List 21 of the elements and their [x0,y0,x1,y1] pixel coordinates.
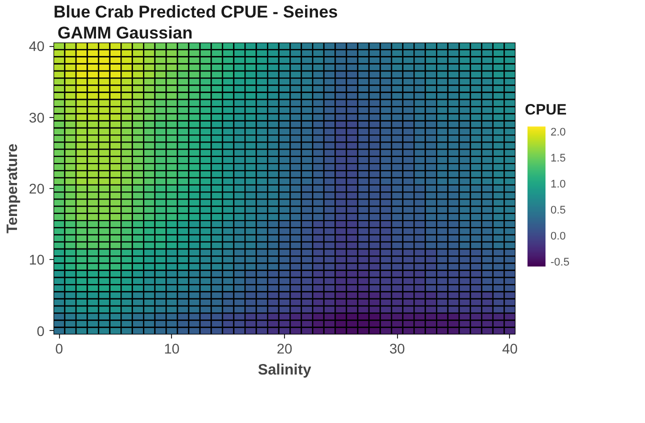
color-bar-label: 1.5 [550,152,566,165]
y-tick-label: 40 [28,38,45,54]
chart-subtitle: GAMM Gaussian [58,24,193,42]
color-bar-label: 0.0 [550,230,566,242]
chart-title: Blue Crab Predicted CPUE - Seines [54,2,338,22]
color-bar-label: -0.5 [550,256,570,268]
x-tick-label: 20 [276,340,292,356]
color-bar-label: 0.5 [550,204,566,216]
y-axis-title: Temperature [4,144,21,234]
color-bar-label: 1.0 [550,178,566,191]
y-tick-label: 30 [28,109,45,126]
y-tick-label: 0 [36,322,45,339]
x-tick-label: 0 [55,340,64,356]
color-bar-label: 2.0 [550,126,566,139]
x-tick-label: 40 [502,340,518,356]
x-axis-title: Salinity [258,362,312,378]
legend-title: CPUE [524,101,567,118]
y-tick-label: 20 [28,180,45,196]
y-tick-label: 10 [28,252,45,268]
x-tick-label: 10 [164,340,180,356]
x-tick-label: 30 [389,340,406,356]
